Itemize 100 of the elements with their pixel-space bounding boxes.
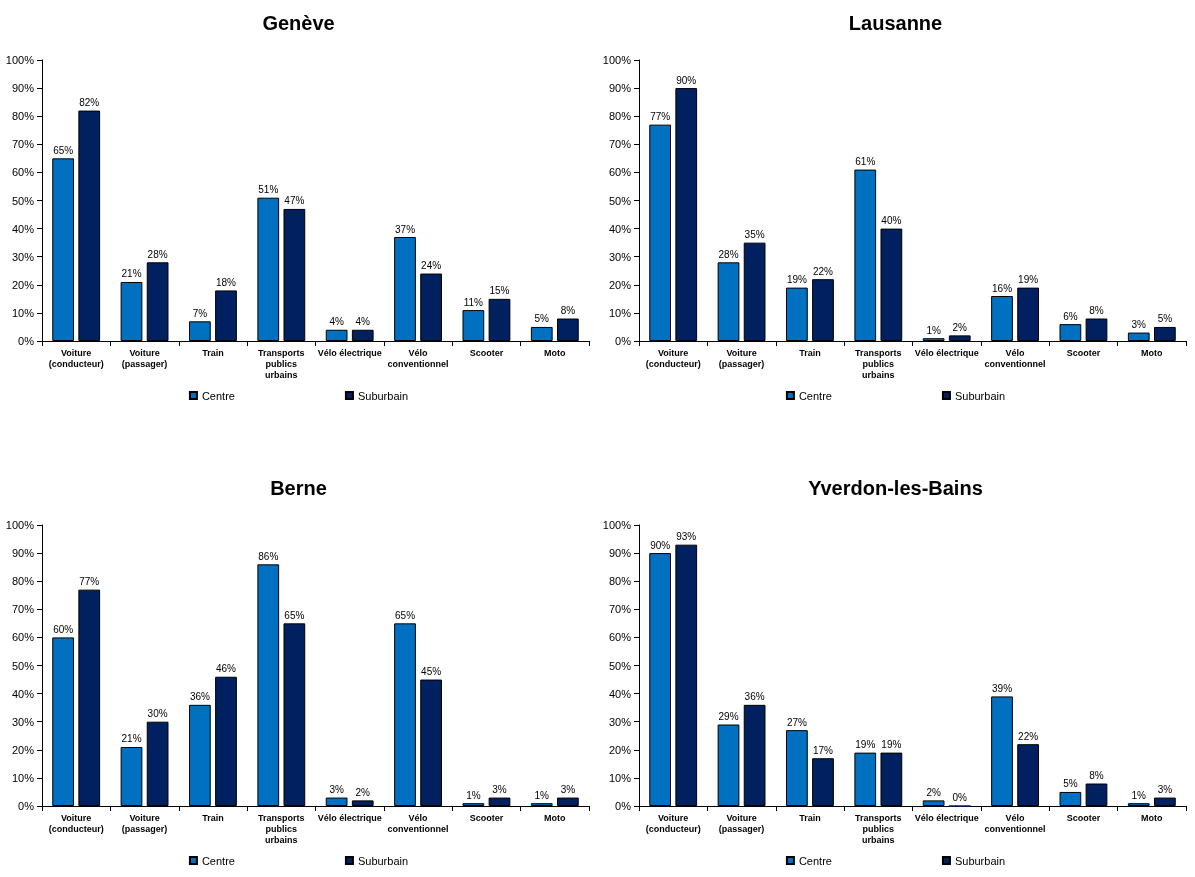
x-tick-label: Vélo électrique (914, 812, 979, 823)
data-label: 3% (492, 784, 507, 796)
x-tick-label: Voiture (passager) (718, 812, 765, 834)
data-label: 3% (560, 784, 576, 796)
data-label: 45% (421, 666, 442, 678)
data-label: 90% (676, 74, 697, 86)
y-tick-label: 90% (11, 547, 35, 560)
legend-label: Suburbain (357, 389, 409, 402)
x-tick-label: Vélo électrique (317, 812, 382, 823)
x-tick-label: Vélo conventionnel (387, 812, 449, 834)
y-tick-label: 0% (615, 335, 632, 347)
data-label: 65% (395, 609, 416, 621)
legend-label: Suburbain (954, 854, 1006, 867)
data-label: 35% (744, 229, 765, 241)
y-tick-label: 10% (11, 306, 35, 319)
y-tick-label: 60% (608, 631, 632, 644)
y-tick-label: 20% (11, 278, 35, 291)
data-label: 3% (329, 784, 344, 796)
data-label: 0% (952, 792, 968, 803)
x-tick-label: Scooter (469, 812, 504, 823)
legend-label: Centre (201, 854, 235, 867)
data-label: 15% (489, 285, 510, 297)
x-tick-label: Moto (1141, 812, 1164, 823)
y-tick-label: 10% (11, 771, 35, 784)
data-label: 17% (812, 744, 834, 756)
x-tick-label: Moto (544, 347, 567, 358)
data-label: 93% (676, 531, 697, 543)
y-tick-label: 80% (608, 110, 632, 123)
data-label: 86% (258, 550, 279, 562)
data-label: 4% (355, 316, 371, 328)
y-tick-label: 90% (11, 82, 35, 95)
y-tick-label: 90% (608, 82, 632, 95)
data-label: 36% (189, 691, 210, 703)
data-label: 5% (1063, 778, 1078, 790)
chart-title: Yverdon-les-Bains (808, 477, 983, 499)
data-label: 90% (650, 539, 671, 551)
legend-label: Suburbain (357, 854, 409, 867)
data-label: 65% (284, 609, 305, 621)
x-tick-label: Train (799, 812, 821, 823)
legend-label: Centre (201, 389, 235, 402)
data-label: 28% (147, 248, 168, 260)
data-label: 8% (560, 305, 576, 317)
y-tick-label: 0% (18, 800, 35, 812)
data-label: 2% (355, 786, 371, 798)
data-label: 1% (926, 324, 941, 336)
y-tick-label: 70% (11, 138, 35, 151)
y-tick-label: 100% (5, 54, 35, 66)
y-tick-label: 70% (608, 138, 632, 151)
x-tick-label: Voiture (passager) (121, 347, 168, 369)
data-label: 51% (258, 184, 279, 196)
data-label: 19% (1018, 274, 1039, 286)
data-label: 8% (1089, 770, 1104, 782)
x-tick-label: Scooter (1066, 347, 1101, 358)
data-label: 19% (855, 739, 876, 751)
chart-title: Genève (262, 12, 335, 34)
legend-label: Suburbain (954, 389, 1006, 402)
x-tick-label: Vélo conventionnel (984, 347, 1046, 369)
x-tick-label: Vélo conventionnel (387, 347, 449, 369)
data-label: 19% (786, 274, 807, 286)
y-tick-label: 60% (11, 166, 35, 179)
x-tick-label: Voiture (passager) (718, 347, 765, 369)
data-label: 16% (992, 282, 1013, 294)
x-tick-label: Train (202, 347, 224, 358)
y-tick-label: 40% (608, 222, 632, 235)
y-tick-label: 30% (608, 250, 632, 263)
x-tick-label: Moto (544, 812, 567, 823)
y-tick-label: 100% (602, 519, 632, 531)
data-label: 77% (79, 576, 100, 588)
data-label: 4% (329, 316, 344, 328)
y-tick-label: 10% (608, 771, 632, 784)
y-tick-label: 30% (11, 715, 35, 728)
y-tick-label: 60% (608, 166, 632, 179)
data-label: 61% (855, 156, 876, 168)
y-tick-label: 90% (608, 547, 632, 560)
data-label: 46% (215, 663, 237, 675)
y-tick-label: 70% (11, 603, 35, 616)
data-label: 3% (1131, 319, 1147, 331)
data-label: 5% (1157, 313, 1173, 325)
data-label: 29% (718, 711, 739, 723)
chart-title: Berne (270, 477, 327, 499)
y-tick-label: 0% (18, 335, 35, 347)
data-label: 6% (1063, 310, 1078, 322)
data-label: 30% (147, 708, 168, 720)
x-tick-label: Vélo électrique (914, 347, 979, 358)
y-tick-label: 100% (5, 519, 35, 531)
data-label: 1% (466, 789, 481, 801)
data-label: 82% (79, 97, 100, 109)
y-tick-label: 70% (608, 603, 632, 616)
x-tick-label: Transports publics urbains (855, 812, 902, 845)
data-label: 1% (534, 789, 550, 801)
data-label: 60% (53, 623, 74, 635)
data-label: 8% (1089, 305, 1104, 317)
y-tick-label: 50% (11, 659, 35, 672)
x-tick-label: Vélo conventionnel (984, 812, 1046, 834)
x-tick-label: Voiture (conducteur) (645, 347, 701, 369)
y-tick-label: 80% (11, 575, 35, 588)
data-label: 11% (463, 296, 484, 308)
y-tick-label: 30% (11, 250, 35, 263)
data-label: 28% (718, 248, 739, 260)
data-label: 21% (121, 733, 142, 745)
